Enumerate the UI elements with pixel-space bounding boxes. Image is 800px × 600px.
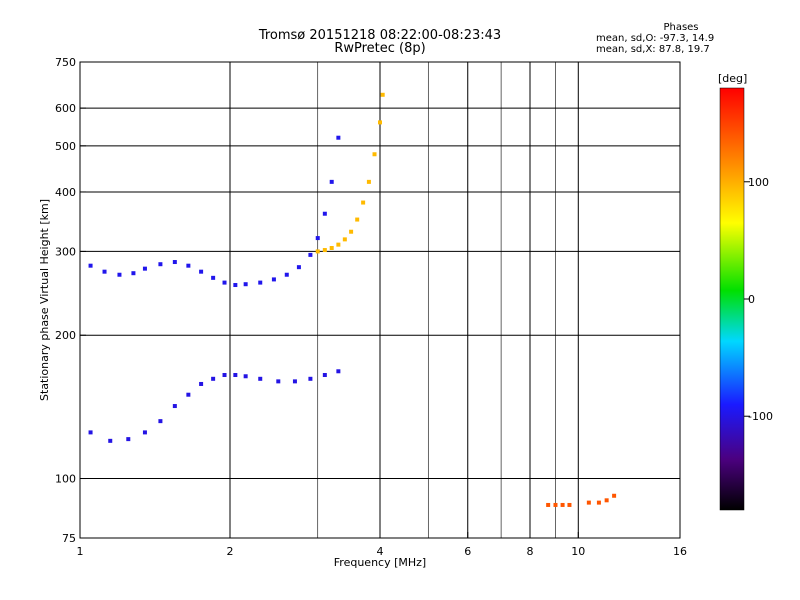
data-point xyxy=(380,92,385,97)
colorbar-tick-label: -100 xyxy=(748,410,773,423)
data-point xyxy=(342,237,347,242)
data-point xyxy=(158,262,163,267)
data-point xyxy=(222,280,227,285)
data-point xyxy=(322,373,327,378)
data-point xyxy=(322,211,327,216)
data-point xyxy=(355,217,360,222)
data-point xyxy=(366,179,371,184)
phases-title: Phases xyxy=(663,22,699,33)
data-point xyxy=(131,271,136,276)
x-tick-label: 4 xyxy=(377,545,384,558)
data-point xyxy=(546,502,551,507)
data-point xyxy=(142,266,147,271)
series-o-mode-f-trace xyxy=(88,135,341,288)
x-tick-label: 10 xyxy=(571,545,585,558)
x-tick-label: 2 xyxy=(227,545,234,558)
data-point xyxy=(612,493,617,498)
data-point xyxy=(88,430,93,435)
data-point xyxy=(117,272,122,277)
phases-x-mode: mean, sd,X: 87.8, 19.7 xyxy=(596,44,710,55)
data-point xyxy=(349,229,354,234)
x-tick-label: 1 xyxy=(77,545,84,558)
data-point xyxy=(567,502,572,507)
x-axis-title: Frequency [MHz] xyxy=(334,556,426,569)
data-point xyxy=(108,438,113,443)
data-point xyxy=(172,260,177,265)
x-tick-label: 16 xyxy=(673,545,687,558)
data-point xyxy=(329,246,334,251)
data-point xyxy=(258,376,263,381)
phases-o-mode: mean, sd,O: -97.3, 14.9 xyxy=(596,33,715,44)
y-tick-label: 400 xyxy=(55,186,76,199)
data-point xyxy=(243,282,248,287)
x-tick-label: 6 xyxy=(464,545,471,558)
colorbar-unit: [deg] xyxy=(718,72,747,85)
data-point xyxy=(586,500,591,505)
axis-ticks: 1 2 4 6 8 10 16 75 100 200 300 400 500 600 750 xyxy=(55,56,687,558)
data-point xyxy=(308,252,313,257)
series-x-mode-f-trace xyxy=(315,92,385,254)
data-point xyxy=(315,249,320,254)
data-point xyxy=(292,379,297,384)
data-point xyxy=(233,283,238,288)
y-tick-label: 200 xyxy=(55,329,76,342)
title-line-1: Tromsø 20151218 08:22:00-08:23:43 xyxy=(258,28,502,43)
data-point xyxy=(126,437,131,442)
x-tick-label: 8 xyxy=(527,545,534,558)
data-point xyxy=(329,179,334,184)
data-point xyxy=(186,392,191,397)
data-point xyxy=(336,369,341,374)
data-point xyxy=(102,269,107,274)
data-point xyxy=(372,152,377,157)
data-point xyxy=(336,135,341,140)
colorbar-tick-label: 100 xyxy=(748,176,769,189)
data-point xyxy=(276,379,281,384)
y-tick-label: 750 xyxy=(55,56,76,69)
data-point xyxy=(199,269,204,274)
y-tick-label: 300 xyxy=(55,245,76,258)
data-point xyxy=(604,498,609,503)
y-axis-title: Stationary phase Virtual Height [km] xyxy=(38,199,51,401)
data-point xyxy=(553,502,558,507)
y-tick-label: 100 xyxy=(55,473,76,486)
phases-summary: Phases mean, sd,O: -97.3, 14.9 mean, sd,… xyxy=(596,22,726,55)
data-point xyxy=(296,265,301,270)
data-point xyxy=(258,280,263,285)
series-sporadic-echoes xyxy=(546,493,617,507)
data-point xyxy=(560,502,565,507)
colorbar xyxy=(719,87,745,511)
data-point xyxy=(243,374,248,379)
data-point xyxy=(199,381,204,386)
data-point xyxy=(211,275,216,280)
data-point xyxy=(142,430,147,435)
data-point xyxy=(211,376,216,381)
data-point xyxy=(158,419,163,424)
chart-subtitle: RwPretec (8p) xyxy=(180,41,580,56)
colorbar-tick-label: 0 xyxy=(748,293,755,306)
data-point xyxy=(315,236,320,241)
data-point xyxy=(284,272,289,277)
chart-title: Tromsø 20151218 08:22:00-08:23:43 xyxy=(180,28,580,43)
data-point xyxy=(378,120,382,125)
data-point xyxy=(88,263,93,268)
data-point xyxy=(361,200,366,205)
data-point xyxy=(271,277,276,282)
colorbar-ticks: 100 0 -100 xyxy=(744,176,773,423)
y-tick-label: 600 xyxy=(55,102,76,115)
data-point xyxy=(233,373,238,378)
data-point xyxy=(308,376,313,381)
data-point xyxy=(172,404,177,409)
data-point xyxy=(186,263,191,268)
y-tick-label: 500 xyxy=(55,140,76,153)
y-tick-label: 75 xyxy=(62,532,76,545)
series-o-mode-e-f1-region xyxy=(88,369,341,443)
data-point xyxy=(596,500,601,505)
data-point xyxy=(222,373,227,378)
grid-lines xyxy=(79,61,681,539)
title-line-2: RwPretec (8p) xyxy=(334,41,426,56)
data-point xyxy=(336,242,341,247)
data-points xyxy=(88,92,617,507)
data-point xyxy=(322,248,327,253)
